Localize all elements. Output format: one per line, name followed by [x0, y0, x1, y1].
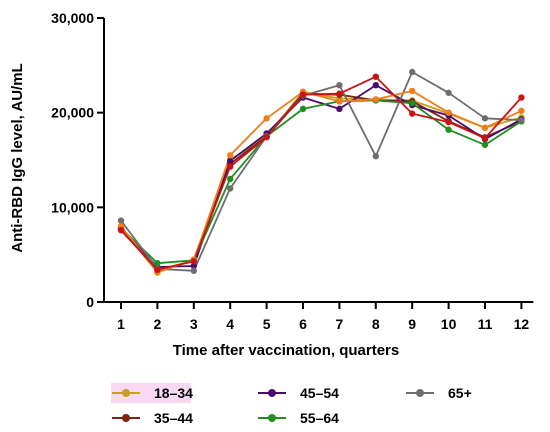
- legend-label: 45–54: [300, 385, 339, 401]
- y-axis-title: Anti-RBD IgG level, AU/mL: [9, 63, 26, 252]
- legend-swatch-marker: [268, 414, 276, 422]
- series-point-5: [372, 96, 379, 103]
- series-point-3: [409, 100, 416, 107]
- series-point-4: [190, 267, 197, 274]
- x-tick-label: 10: [441, 316, 457, 332]
- legend-label: 65+: [448, 385, 472, 401]
- series-point-6: [409, 110, 416, 117]
- series-point-4: [409, 68, 416, 76]
- series-point-4: [372, 153, 379, 160]
- y-tick-label: 10,000: [51, 199, 94, 215]
- legend-item: 65+: [406, 385, 472, 401]
- series-point-5: [227, 152, 234, 159]
- series-point-4: [227, 185, 234, 192]
- series-point-2: [190, 262, 197, 270]
- series-point-6: [299, 91, 307, 98]
- series-point-5: [518, 107, 525, 114]
- series-line-5: [120, 90, 522, 273]
- x-tick-label: 12: [514, 316, 530, 332]
- series-line-3: [120, 99, 522, 265]
- series-point-3: [227, 175, 234, 183]
- legend-swatch-marker: [122, 414, 130, 422]
- series-point-5: [409, 87, 416, 95]
- x-tick-label: 6: [299, 316, 307, 332]
- series-point-4: [481, 115, 489, 122]
- legend-label: 18–34: [154, 385, 193, 401]
- series-line-1: [120, 92, 522, 271]
- legend-highlight: [111, 383, 191, 403]
- series-point-6: [190, 258, 197, 265]
- series-point-5: [445, 109, 452, 116]
- legend: 18–34 35–44 45–54 55–64 65+: [111, 383, 472, 426]
- series-point-6: [263, 134, 270, 141]
- series-point-3: [154, 259, 161, 267]
- series-point-6: [154, 266, 161, 274]
- x-tick-label: 8: [372, 316, 380, 332]
- series-point-5: [336, 98, 343, 105]
- legend-item: 18–34: [111, 383, 193, 403]
- legend-item: 45–54: [258, 385, 339, 401]
- x-tick-label: 1: [117, 316, 125, 332]
- series-point-4: [117, 217, 125, 224]
- legend-swatch-marker: [268, 389, 276, 397]
- series-line-4: [120, 71, 522, 272]
- legend-swatch-marker: [416, 389, 424, 397]
- x-tick-label: 2: [154, 316, 162, 332]
- legend-label: 35–44: [154, 410, 193, 426]
- x-tick-label: 5: [263, 316, 271, 332]
- x-tick-label: 9: [408, 316, 416, 332]
- y-tick-label: 0: [86, 294, 94, 310]
- series-point-6: [336, 90, 343, 97]
- y-tick-label: 20,000: [51, 105, 94, 121]
- series-point-6: [372, 73, 379, 80]
- legend-label: 55–64: [300, 410, 339, 426]
- series-point-3: [481, 141, 489, 149]
- x-tick-label: 7: [336, 316, 344, 332]
- series-point-4: [445, 89, 452, 96]
- series-point-6: [445, 118, 452, 126]
- series-point-6: [481, 135, 489, 142]
- series-point-2: [227, 157, 234, 165]
- series-point-4: [336, 82, 343, 89]
- series-points: [117, 68, 525, 276]
- series-line-2: [120, 84, 522, 268]
- series-point-6: [227, 163, 234, 170]
- y-tick-label: 30,000: [51, 10, 94, 26]
- series-point-5: [481, 124, 489, 132]
- series-point-2: [372, 82, 379, 89]
- series-point-2: [336, 105, 343, 113]
- x-tick-label: 3: [190, 316, 198, 332]
- x-axis-title: Time after vaccination, quarters: [173, 342, 399, 359]
- series-point-5: [263, 115, 270, 122]
- series-line-6: [120, 75, 523, 271]
- series-lines: [120, 71, 523, 274]
- series-point-3: [299, 105, 307, 113]
- legend-item: 55–64: [258, 410, 339, 426]
- series-point-3: [445, 126, 452, 133]
- x-tick-label: 4: [226, 316, 234, 332]
- x-tick-label: 11: [478, 316, 493, 332]
- series-point-4: [518, 117, 525, 124]
- legend-item: 35–44: [112, 410, 193, 426]
- series-point-6: [117, 226, 125, 234]
- series-point-6: [518, 94, 525, 101]
- legend-swatch-marker: [122, 389, 130, 397]
